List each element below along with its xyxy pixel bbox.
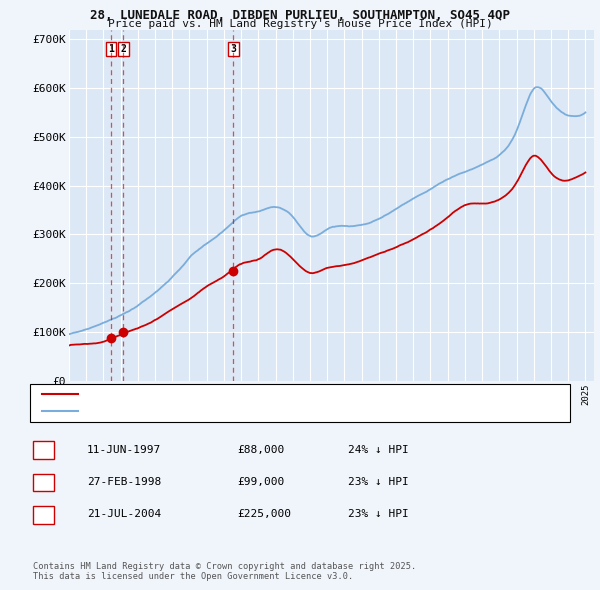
Text: £225,000: £225,000 — [237, 510, 291, 519]
Text: 21-JUL-2004: 21-JUL-2004 — [87, 510, 161, 519]
Text: £88,000: £88,000 — [237, 445, 284, 454]
Text: Price paid vs. HM Land Registry's House Price Index (HPI): Price paid vs. HM Land Registry's House … — [107, 19, 493, 29]
Text: 23% ↓ HPI: 23% ↓ HPI — [348, 477, 409, 487]
Text: 3: 3 — [40, 510, 47, 519]
Text: 2: 2 — [40, 477, 47, 487]
Text: 1: 1 — [40, 445, 47, 454]
Text: £99,000: £99,000 — [237, 477, 284, 487]
Text: 28, LUNEDALE ROAD, DIBDEN PURLIEU, SOUTHAMPTON, SO45 4QP (detached house): 28, LUNEDALE ROAD, DIBDEN PURLIEU, SOUTH… — [85, 389, 514, 399]
Text: Contains HM Land Registry data © Crown copyright and database right 2025.
This d: Contains HM Land Registry data © Crown c… — [33, 562, 416, 581]
Text: HPI: Average price, detached house, New Forest: HPI: Average price, detached house, New … — [85, 406, 355, 416]
Text: 2: 2 — [120, 44, 126, 54]
Text: 27-FEB-1998: 27-FEB-1998 — [87, 477, 161, 487]
Text: 11-JUN-1997: 11-JUN-1997 — [87, 445, 161, 454]
Text: 1: 1 — [108, 44, 114, 54]
Text: 3: 3 — [230, 44, 236, 54]
Text: 28, LUNEDALE ROAD, DIBDEN PURLIEU, SOUTHAMPTON, SO45 4QP: 28, LUNEDALE ROAD, DIBDEN PURLIEU, SOUTH… — [90, 9, 510, 22]
Text: 23% ↓ HPI: 23% ↓ HPI — [348, 510, 409, 519]
Text: 24% ↓ HPI: 24% ↓ HPI — [348, 445, 409, 454]
